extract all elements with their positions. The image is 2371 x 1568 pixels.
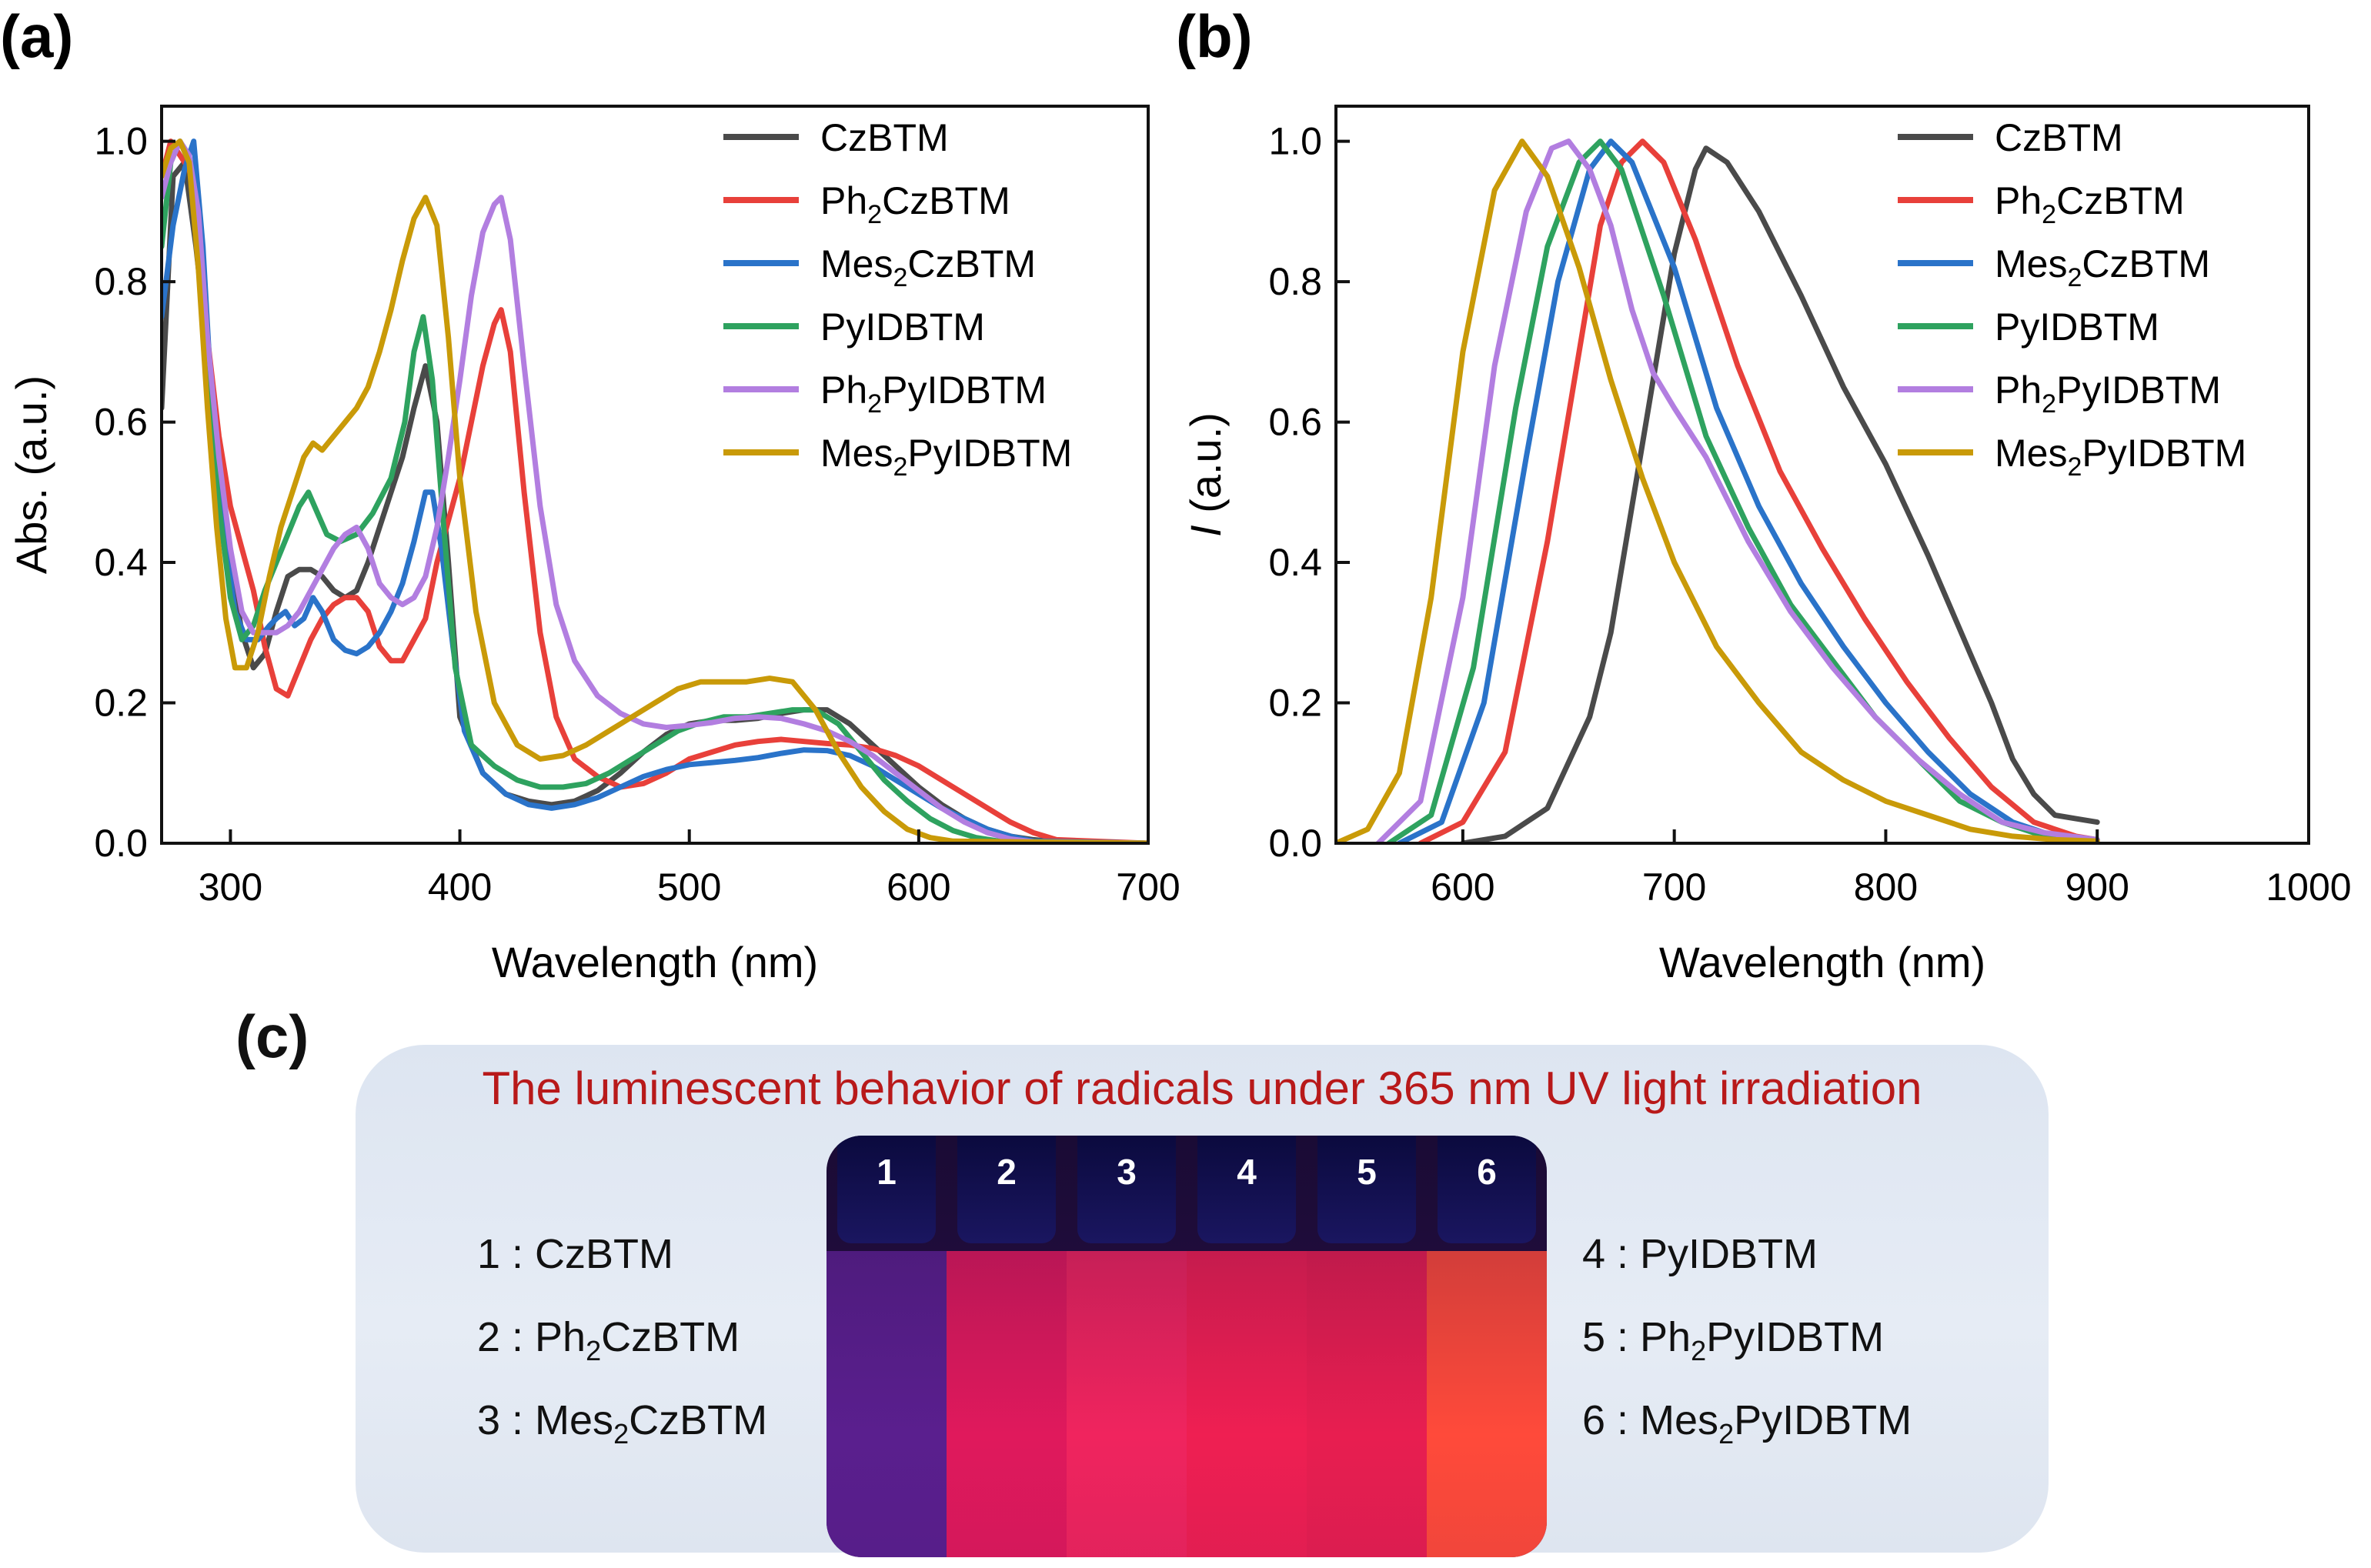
y-tick-label: 0.4 bbox=[1268, 541, 1322, 584]
vial-cap bbox=[1317, 1136, 1416, 1243]
legend-label-Mes2CzBTM: Mes2CzBTM bbox=[1995, 242, 2210, 292]
vial-cap bbox=[837, 1136, 936, 1243]
chart-a-absorption: 300 400 500 600 700 0.0 0.2 0.4 0.6 0.8 1.0 Wavelen… bbox=[7, 105, 1180, 986]
y-tick-label: 1.0 bbox=[94, 120, 148, 163]
panel-c-label: (c) bbox=[235, 1003, 309, 1070]
x-tick-label: 600 bbox=[887, 866, 950, 909]
y-tick-label: 0.8 bbox=[1268, 260, 1322, 303]
series-line-PyIDBTM bbox=[162, 138, 1148, 843]
series-line-Mes2PyIDBTM bbox=[1336, 138, 2100, 843]
vial-cap bbox=[957, 1136, 1056, 1243]
legend-label-Ph2PyIDBTM: Ph2PyIDBTM bbox=[820, 369, 1047, 419]
x-axis-label: Wavelength (nm) bbox=[1659, 938, 1985, 986]
vial-legend-item: 2 : Ph2CzBTM bbox=[477, 1314, 740, 1366]
vial-cap bbox=[1197, 1136, 1296, 1243]
vial-number: 6 bbox=[1477, 1152, 1497, 1192]
vial-number: 5 bbox=[1357, 1152, 1377, 1192]
vial-cap bbox=[1077, 1136, 1176, 1243]
y-tick-label: 1.0 bbox=[1268, 120, 1322, 163]
legend-label-Ph2CzBTM: Ph2CzBTM bbox=[820, 179, 1010, 229]
panel-c-title: The luminescent behavior of radicals und… bbox=[482, 1063, 1922, 1114]
legend-label-PyIDBTM: PyIDBTM bbox=[820, 305, 985, 349]
vial-legend-item: 1 : CzBTM bbox=[477, 1231, 674, 1277]
vial-legend-item: 6 : Mes2PyIDBTM bbox=[1582, 1397, 1912, 1450]
legend-label-Mes2PyIDBTM: Mes2PyIDBTM bbox=[820, 432, 1072, 482]
y-tick-label: 0.2 bbox=[1268, 682, 1322, 725]
x-tick-label: 900 bbox=[2065, 866, 2129, 909]
legend-label-CzBTM: CzBTM bbox=[1995, 116, 2123, 159]
x-tick-label: 700 bbox=[1116, 866, 1180, 909]
vial-legend-item: 4 : PyIDBTM bbox=[1582, 1231, 1818, 1277]
legend-label-CzBTM: CzBTM bbox=[820, 116, 949, 159]
vial-number: 1 bbox=[877, 1152, 897, 1192]
vial-legend-left: 1 : CzBTM 2 : Ph2CzBTM 3 : Mes2CzBTM bbox=[477, 1229, 767, 1479]
legend-label-Ph2CzBTM: Ph2CzBTM bbox=[1995, 179, 2185, 229]
y-tick-label: 0.4 bbox=[94, 541, 148, 584]
panel-b-label: (b) bbox=[1176, 2, 1253, 70]
chart-b-emission: 600 700 800 900 1000 0.0 0.2 0.4 0.6 0.8 1.0 Wavele… bbox=[1181, 105, 2352, 986]
series-line-Ph2PyIDBTM bbox=[1375, 138, 2100, 843]
series-line-Mes2CzBTM bbox=[1396, 138, 2100, 843]
x-tick-label: 800 bbox=[1854, 866, 1918, 909]
vial-legend-right: 4 : PyIDBTM 5 : Ph2PyIDBTM 6 : Mes2PyIDBTM bbox=[1582, 1229, 1912, 1479]
vial-solution bbox=[1067, 1251, 1187, 1557]
x-axis-label: Wavelength (nm) bbox=[492, 938, 818, 986]
series-line-Ph2CzBTM bbox=[1418, 138, 2100, 843]
vial-2: 2 bbox=[947, 1136, 1067, 1557]
vial-1: 1 bbox=[827, 1136, 947, 1557]
x-tick-label: 400 bbox=[428, 866, 492, 909]
y-tick-label: 0.6 bbox=[94, 401, 148, 444]
y-tick-label: 0.0 bbox=[94, 822, 148, 865]
vial-cap bbox=[1438, 1136, 1536, 1243]
x-tick-label: 700 bbox=[1642, 866, 1706, 909]
vial-5: 5 bbox=[1307, 1136, 1427, 1557]
vial-number: 2 bbox=[997, 1152, 1017, 1192]
vial-solution bbox=[947, 1251, 1067, 1557]
vial-6: 6 bbox=[1427, 1136, 1547, 1557]
vials-photo: 1 2 3 4 5 6 bbox=[827, 1136, 1547, 1557]
vial-solution bbox=[1187, 1251, 1307, 1557]
series-line-PyIDBTM bbox=[1386, 138, 2100, 843]
legend-label-Ph2PyIDBTM: Ph2PyIDBTM bbox=[1995, 369, 2221, 419]
vial-number: 4 bbox=[1237, 1152, 1257, 1192]
y-tick-label: 0.8 bbox=[94, 260, 148, 303]
vial-solution bbox=[827, 1251, 947, 1557]
series-line-Mes2PyIDBTM bbox=[162, 138, 1148, 843]
vial-number: 3 bbox=[1117, 1152, 1137, 1192]
vial-solution bbox=[1427, 1251, 1547, 1557]
vial-solution bbox=[1307, 1251, 1427, 1557]
y-tick-label: 0.2 bbox=[94, 682, 148, 725]
x-tick-label: 300 bbox=[199, 866, 262, 909]
legend-label-PyIDBTM: PyIDBTM bbox=[1995, 305, 2159, 349]
vial-4: 4 bbox=[1187, 1136, 1307, 1557]
plot-frame bbox=[160, 105, 1150, 845]
y-tick-label: 0.0 bbox=[1268, 822, 1322, 865]
vial-3: 3 bbox=[1067, 1136, 1187, 1557]
x-tick-label: 600 bbox=[1431, 866, 1494, 909]
vial-legend-item: 5 : Ph2PyIDBTM bbox=[1582, 1314, 1885, 1366]
figure-charts: (a) (b) 300 400 500 600 700 0.0 0.2 0.4 0.6 0.8 1.… bbox=[0, 2, 2352, 986]
panel-a-label: (a) bbox=[0, 2, 73, 70]
legend-label-Mes2PyIDBTM: Mes2PyIDBTM bbox=[1995, 432, 2246, 482]
y-axis-label: I (a.u.) bbox=[1181, 412, 1230, 537]
vial-legend-item: 3 : Mes2CzBTM bbox=[477, 1397, 768, 1450]
y-axis-label: Abs. (a.u.) bbox=[7, 375, 55, 574]
y-tick-label: 0.6 bbox=[1268, 401, 1322, 444]
x-tick-label: 1000 bbox=[2266, 866, 2351, 909]
plot-frame bbox=[1334, 105, 2310, 845]
series-line-CzBTM bbox=[1460, 145, 2100, 843]
x-tick-label: 500 bbox=[657, 866, 721, 909]
legend-label-Mes2CzBTM: Mes2CzBTM bbox=[820, 242, 1036, 292]
